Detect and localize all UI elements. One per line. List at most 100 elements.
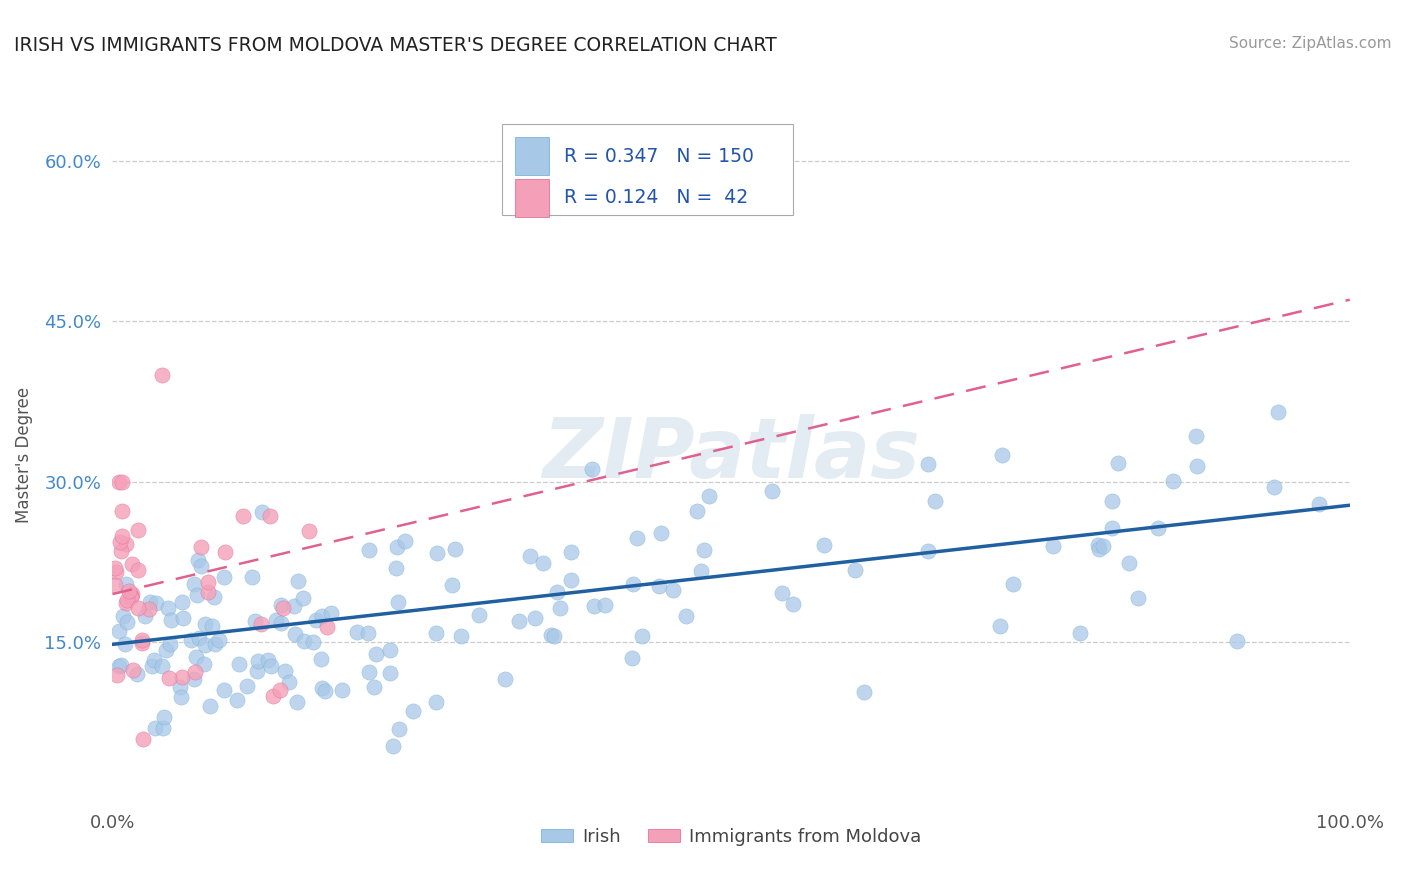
Irish <box>1263 480 1285 494</box>
Irish <box>287 695 309 709</box>
Immigrants from Moldova <box>111 504 134 518</box>
Irish <box>274 665 297 679</box>
Irish <box>387 540 409 554</box>
Irish <box>359 665 381 680</box>
Irish <box>425 694 447 708</box>
Immigrants from Moldova <box>104 566 127 580</box>
Text: R = 0.124   N =  42: R = 0.124 N = 42 <box>564 188 748 207</box>
Irish <box>139 595 162 609</box>
Immigrants from Moldova <box>315 620 337 634</box>
Immigrants from Moldova <box>121 587 143 601</box>
Immigrants from Moldova <box>150 368 173 382</box>
Irish <box>560 574 582 588</box>
Irish <box>190 559 212 574</box>
Irish <box>686 504 709 518</box>
Irish <box>170 690 193 704</box>
Irish <box>319 606 342 620</box>
Irish <box>270 616 292 631</box>
Irish <box>385 561 408 575</box>
Irish <box>813 538 835 552</box>
Irish <box>1069 626 1091 640</box>
Y-axis label: Master's Degree: Master's Degree <box>15 387 34 523</box>
Irish <box>626 531 648 545</box>
Irish <box>240 570 263 584</box>
Irish <box>346 624 368 639</box>
Irish <box>170 595 193 609</box>
Immigrants from Moldova <box>120 590 142 604</box>
Immigrants from Moldova <box>132 731 155 746</box>
Irish <box>183 577 205 591</box>
Immigrants from Moldova <box>259 508 281 523</box>
Irish <box>621 577 644 591</box>
Irish <box>283 599 305 614</box>
Irish <box>201 619 224 633</box>
Irish <box>440 578 463 592</box>
Immigrants from Moldova <box>115 537 138 551</box>
Irish <box>690 565 713 579</box>
Irish <box>1147 521 1170 535</box>
Irish <box>699 489 721 503</box>
Irish <box>266 613 288 627</box>
Irish <box>543 629 565 643</box>
Irish <box>152 721 174 735</box>
Irish <box>127 666 149 681</box>
Irish <box>531 556 554 570</box>
Irish <box>159 613 181 627</box>
Irish <box>305 613 328 627</box>
Immigrants from Moldova <box>190 541 212 555</box>
Irish <box>402 704 425 718</box>
Immigrants from Moldova <box>127 563 149 577</box>
Immigrants from Moldova <box>115 596 138 610</box>
Irish <box>156 601 179 615</box>
Irish <box>692 543 714 558</box>
Bar <box>515 178 550 217</box>
Irish <box>150 659 173 673</box>
Immigrants from Moldova <box>121 663 143 677</box>
Irish <box>198 698 221 713</box>
Irish <box>283 627 305 641</box>
Irish <box>204 637 226 651</box>
Irish <box>235 679 257 693</box>
Irish <box>662 583 685 598</box>
Irish <box>770 586 793 600</box>
Immigrants from Moldova <box>131 636 153 650</box>
Immigrants from Moldova <box>111 475 134 489</box>
Irish <box>991 448 1014 462</box>
Irish <box>844 563 866 577</box>
Irish <box>426 546 449 560</box>
Irish <box>155 643 177 657</box>
Irish <box>1185 458 1208 473</box>
Irish <box>548 600 571 615</box>
Text: R = 0.347   N = 150: R = 0.347 N = 150 <box>564 146 754 166</box>
Irish <box>648 579 671 593</box>
Irish <box>378 643 401 657</box>
Irish <box>468 608 491 623</box>
Irish <box>169 680 191 694</box>
FancyBboxPatch shape <box>502 124 793 215</box>
Irish <box>1101 521 1123 535</box>
Immigrants from Moldova <box>232 508 254 523</box>
Irish <box>425 626 447 640</box>
Irish <box>1226 633 1249 648</box>
Irish <box>188 631 211 645</box>
Irish <box>394 533 416 548</box>
Irish <box>257 653 280 667</box>
Irish <box>581 462 603 476</box>
Irish <box>202 591 225 605</box>
Irish <box>159 637 181 651</box>
Irish <box>187 553 209 567</box>
Irish <box>1087 538 1109 552</box>
Legend: Irish, Immigrants from Moldova: Irish, Immigrants from Moldova <box>533 821 929 853</box>
Irish <box>246 665 269 679</box>
Irish <box>443 542 465 557</box>
Irish <box>292 591 315 605</box>
Irish <box>366 647 388 661</box>
Irish <box>212 683 235 698</box>
Irish <box>180 633 202 648</box>
Irish <box>1267 405 1289 419</box>
Irish <box>115 576 138 591</box>
Irish <box>277 674 299 689</box>
Immigrants from Moldova <box>127 601 149 615</box>
Irish <box>111 609 134 624</box>
Irish <box>917 544 939 558</box>
